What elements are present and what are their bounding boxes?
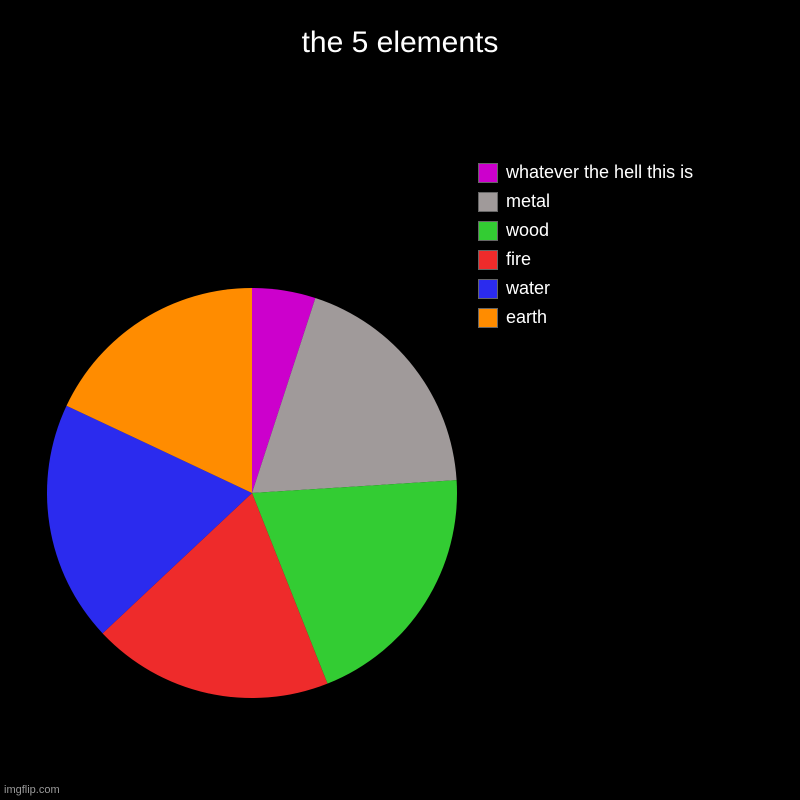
legend-swatch-metal: [478, 192, 498, 212]
watermark: imgflip.com: [4, 784, 60, 796]
legend-swatch-fire: [478, 250, 498, 270]
legend-item-wood: wood: [478, 220, 693, 241]
legend-label-wood: wood: [506, 220, 549, 241]
legend-label-earth: earth: [506, 307, 547, 328]
legend-swatch-water: [478, 279, 498, 299]
legend-item-earth: earth: [478, 307, 693, 328]
legend-item-water: water: [478, 278, 693, 299]
legend-swatch-earth: [478, 308, 498, 328]
legend-swatch-wood: [478, 221, 498, 241]
legend-label-water: water: [506, 278, 550, 299]
pie-chart: [0, 0, 800, 800]
legend-item-whatever: whatever the hell this is: [478, 162, 693, 183]
chart-stage: the 5 elements whatever the hell this is…: [0, 0, 800, 800]
legend-label-whatever: whatever the hell this is: [506, 162, 693, 183]
legend-item-fire: fire: [478, 249, 693, 270]
legend-label-metal: metal: [506, 191, 550, 212]
legend-swatch-whatever: [478, 163, 498, 183]
legend: whatever the hell this is metal wood fire wa…: [478, 162, 693, 336]
legend-label-fire: fire: [506, 249, 531, 270]
pie-svg: [0, 0, 800, 800]
legend-item-metal: metal: [478, 191, 693, 212]
